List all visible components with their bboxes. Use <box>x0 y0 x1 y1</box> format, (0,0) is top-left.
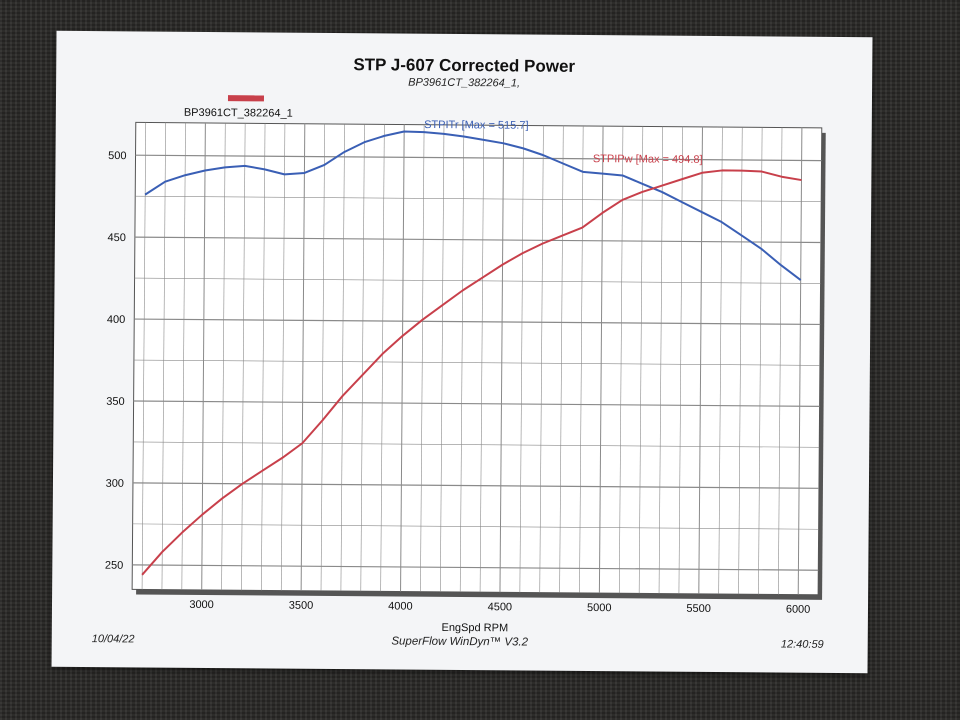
gridline-x <box>499 125 505 593</box>
x-tick-label: 4500 <box>488 601 513 613</box>
gridline-x <box>261 123 266 591</box>
gridline-x <box>459 125 465 592</box>
annotation-stpipw: STPIPw [Max = 494.8] <box>593 153 703 166</box>
x-tick-label: 5500 <box>686 603 711 615</box>
gridline-y <box>132 564 819 571</box>
x-tick-label: 3500 <box>289 600 314 612</box>
gridline-x <box>718 127 723 595</box>
gridline-x <box>738 127 743 595</box>
gridline-x <box>479 125 485 593</box>
x-tick-label: 6000 <box>786 604 811 616</box>
print-time: 12:40:59 <box>780 638 824 651</box>
x-tick-labels: 3000 3500 4000 4500 5000 5500 6000 <box>189 599 810 616</box>
y-tick-label: 400 <box>107 314 125 326</box>
gridline-x <box>797 127 803 595</box>
gridline-x <box>300 123 306 591</box>
x-tick-label: 3000 <box>189 599 214 611</box>
gridline-x <box>320 123 325 591</box>
gridline-x <box>400 124 405 592</box>
gridline-y <box>135 154 822 162</box>
y-tick-label: 250 <box>105 560 123 572</box>
grid-horizontal <box>132 154 822 571</box>
grid-vertical <box>141 122 803 595</box>
gridline-x <box>141 122 147 590</box>
y-tick-label: 300 <box>106 478 124 490</box>
gridline-x <box>181 122 186 590</box>
annotation-stpitr: STPITr [Max = 515.7] <box>424 119 529 132</box>
gridline-x <box>519 125 524 593</box>
gridline-x <box>678 126 683 594</box>
gridline-x <box>340 124 345 592</box>
gridline-x <box>579 125 584 593</box>
gridline-x <box>420 124 425 592</box>
gridline-y <box>134 236 821 244</box>
gridline-y <box>132 482 819 489</box>
gridline-x <box>658 126 664 594</box>
gridline-x <box>380 124 385 592</box>
gridline-y <box>133 441 820 448</box>
plot-area <box>131 121 823 596</box>
series-group <box>141 130 802 576</box>
gridline-x <box>280 123 286 591</box>
gridline-x <box>539 125 544 593</box>
series-line-stpitr <box>144 130 802 281</box>
series-line-stpipw <box>141 169 802 576</box>
gridline-x <box>221 123 226 591</box>
y-tick-label: 450 <box>107 232 125 244</box>
gridline-x <box>559 125 564 593</box>
gridline-x <box>618 126 624 594</box>
power-chart: 3000 3500 4000 4500 5000 5500 6000 250 300 350 40… <box>105 119 826 635</box>
gridline-x <box>598 126 604 594</box>
gridline-x <box>638 126 644 594</box>
printed-sheet: STP J-607 Corrected Power BP3961CT_38226… <box>51 30 873 674</box>
x-tick-label: 4000 <box>388 600 413 612</box>
gridline-x <box>161 122 166 590</box>
y-tick-label: 350 <box>106 396 124 408</box>
gridline-y <box>132 523 819 530</box>
gridline-y <box>133 359 820 366</box>
gridline-y <box>135 195 822 202</box>
gridline-x <box>201 122 206 590</box>
gridline-x <box>241 123 246 591</box>
y-tick-labels: 250 300 350 400 450 500 <box>105 150 127 572</box>
x-tick-label: 5000 <box>587 602 612 614</box>
series-annotations: STPITr [Max = 515.7] STPIPw [Max = 494.8] <box>424 119 703 166</box>
gridline-x <box>360 124 365 592</box>
gridline-y <box>134 318 821 326</box>
gridline-x <box>698 126 703 594</box>
gridline-y <box>133 400 820 407</box>
x-axis-label: EngSpd RPM <box>441 622 508 635</box>
gridline-x <box>758 127 763 595</box>
gridline-x <box>440 124 445 592</box>
y-tick-label: 500 <box>108 150 126 162</box>
gridline-x <box>778 127 783 595</box>
